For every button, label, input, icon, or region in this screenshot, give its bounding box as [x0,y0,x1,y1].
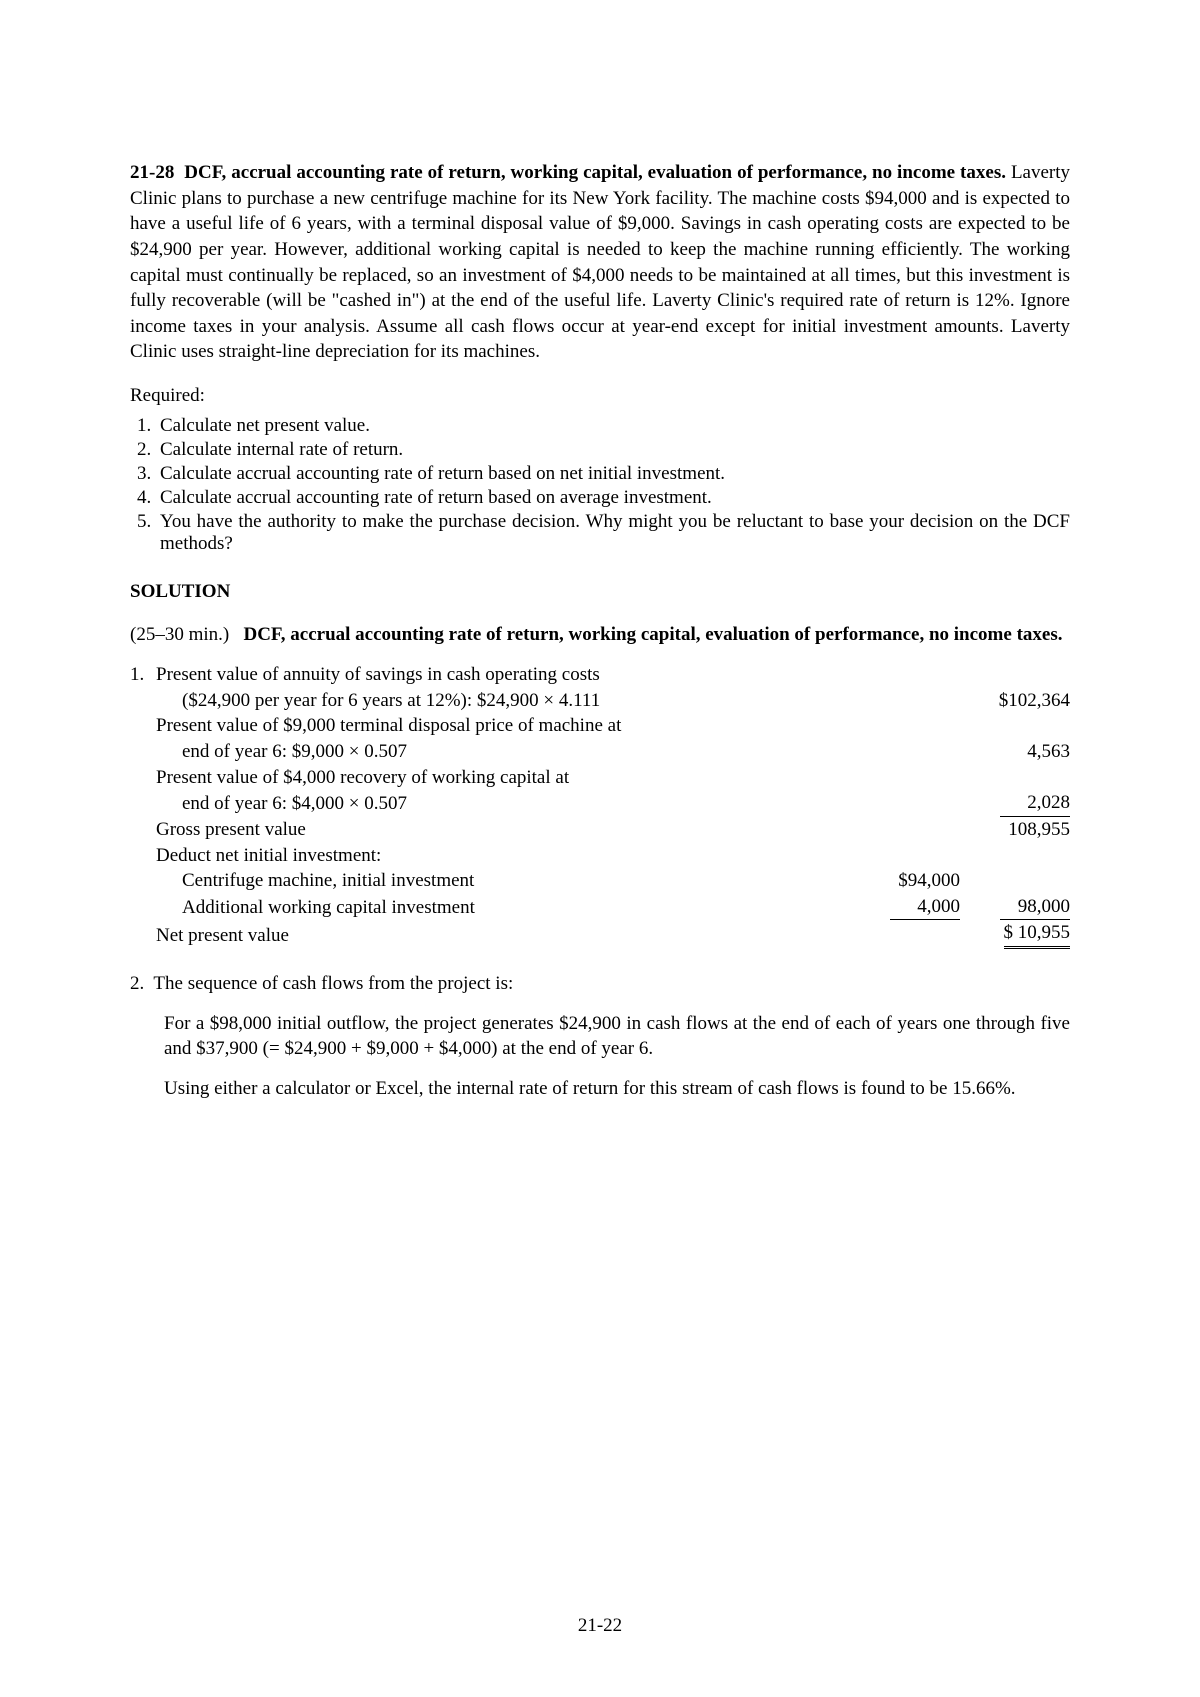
page-number: 21-22 [0,1615,1200,1637]
solution-subtitle: (25–30 min.) DCF, accrual accounting rat… [130,622,1070,648]
calc-value: $94,000 [850,868,960,894]
calc-value: $ 10,955 [960,920,1070,949]
required-item-2: Calculate internal rate of return. [156,439,1070,461]
calc-label: ($24,900 per year for 6 years at 12%): $… [156,688,850,714]
underlined-value: 2,028 [1000,790,1070,817]
calc-value: 4,563 [960,739,1070,765]
required-item-text: You have the authority to make the purch… [160,511,1070,554]
required-item-text: Calculate net present value. [160,415,370,436]
solution-subtitle-bold: DCF, accrual accounting rate of return, … [243,624,1062,645]
calc-label: Deduct net initial investment: [156,843,850,869]
calc-value: 108,955 [960,817,1070,843]
calc-label: Present value of $4,000 recovery of work… [156,765,850,791]
calc-value: 2,028 [960,790,1070,817]
problem-statement: 21-28 DCF, accrual accounting rate of re… [130,160,1070,365]
calc-label: Present value of $9,000 terminal disposa… [156,713,850,739]
required-item-text: Calculate accrual accounting rate of ret… [160,487,712,508]
part-2-lead: 2. The sequence of cash flows from the p… [130,971,1070,997]
required-item-text: Calculate accrual accounting rate of ret… [160,463,725,484]
part-1-number: 1. [130,662,156,688]
underlined-value: 4,000 [890,894,960,921]
calc-value: 4,000 [850,894,960,921]
problem-body: Laverty Clinic plans to purchase a new c… [130,162,1070,362]
calc-label: Present value of annuity of savings in c… [156,662,850,688]
underlined-value: 98,000 [1000,894,1070,921]
part-1-calculation: 1. Present value of annuity of savings i… [130,662,1070,949]
required-item-text: Calculate internal rate of return. [160,439,403,460]
solution-heading: SOLUTION [130,579,1070,605]
required-item-4: Calculate accrual accounting rate of ret… [156,487,1070,509]
required-item-3: Calculate accrual accounting rate of ret… [156,463,1070,485]
calc-value: $102,364 [960,688,1070,714]
calc-label: Net present value [156,923,850,949]
page: 21-28 DCF, accrual accounting rate of re… [0,0,1200,1697]
calc-label: Centrifuge machine, initial investment [156,868,850,894]
part-2-lead-text: The sequence of cash flows from the proj… [153,973,513,994]
part-2: 2. The sequence of cash flows from the p… [130,971,1070,1102]
calc-label: Gross present value [156,817,850,843]
required-list: Calculate net present value. Calculate i… [130,415,1070,555]
solution-time: (25–30 min.) [130,624,229,645]
calc-label: Additional working capital investment [156,895,850,921]
part-2-para-2: Using either a calculator or Excel, the … [164,1076,1070,1102]
calc-label: end of year 6: $9,000 × 0.507 [156,739,850,765]
required-item-1: Calculate net present value. [156,415,1070,437]
calc-label: end of year 6: $4,000 × 0.507 [156,791,850,817]
part-2-para-1: For a $98,000 initial outflow, the proje… [164,1011,1070,1062]
calc-value: 98,000 [960,894,1070,921]
problem-title: DCF, accrual accounting rate of return, … [184,162,1006,183]
required-item-5: You have the authority to make the purch… [156,511,1070,555]
double-underlined-value: $ 10,955 [1004,920,1071,949]
required-label: Required: [130,383,1070,409]
part-2-number: 2. [130,973,144,994]
problem-number: 21-28 [130,162,174,183]
